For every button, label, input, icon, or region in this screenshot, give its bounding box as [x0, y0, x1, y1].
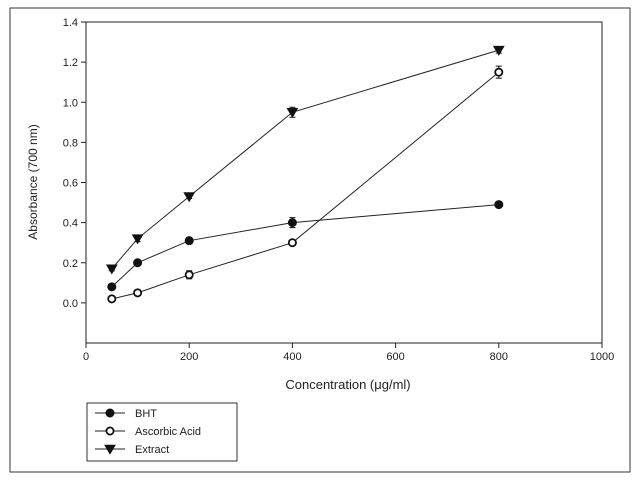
x-tick-label: 800: [490, 351, 508, 363]
data-point-ascorbic-acid: [133, 288, 143, 298]
data-point-extract: [131, 234, 144, 245]
data-point-bht: [287, 218, 297, 228]
y-tick-label: 0.4: [63, 218, 78, 230]
data-point-extract: [183, 192, 196, 203]
data-point-extract: [286, 108, 299, 119]
y-tick-label: 0.8: [63, 137, 78, 149]
plot-area: 0 200 400 600 800 1000 0.0 0.2 0.4 0.6 0.8 1.0 1.2 1.…: [63, 17, 615, 363]
y-tick-label: 0.0: [63, 298, 78, 310]
y-tick-label: 1.0: [63, 97, 78, 109]
legend-marker-extract: [104, 444, 116, 455]
outer-border: [9, 7, 631, 473]
data-point-extract: [492, 45, 505, 56]
legend-marker-ascorbic-acid: [105, 426, 115, 436]
data-point-ascorbic-acid: [184, 270, 194, 280]
data-point-bht: [133, 258, 143, 268]
data-point-bht: [494, 200, 504, 210]
data-point-ascorbic-acid: [287, 238, 297, 248]
y-tick-label: 1.2: [63, 57, 78, 69]
legend-label-bht: BHT: [135, 408, 157, 420]
x-tick-label: 0: [83, 351, 89, 363]
legend: BHT Ascorbic Acid Extract: [86, 402, 238, 462]
x-tick-label: 600: [386, 351, 404, 363]
y-tick-label: 0.6: [63, 178, 78, 190]
legend-marker-bht: [105, 408, 115, 418]
data-point-ascorbic-acid: [494, 67, 504, 77]
data-point-bht: [184, 236, 194, 246]
y-axis-label: Absorbance (700 nm): [26, 124, 40, 239]
data-point-extract: [105, 264, 118, 275]
x-axis-label: Concentration (μg/ml): [285, 377, 410, 392]
x-tick-label: 200: [180, 351, 198, 363]
x-tick-label: 400: [283, 351, 301, 363]
y-tick-label: 1.4: [63, 17, 78, 29]
x-tick-label: 1000: [590, 351, 614, 363]
legend-label-ascorbic-acid: Ascorbic Acid: [135, 426, 201, 438]
data-point-bht: [107, 282, 117, 292]
data-point-ascorbic-acid: [107, 294, 117, 304]
y-tick-label: 0.2: [63, 258, 78, 270]
legend-label-extract: Extract: [135, 444, 169, 456]
